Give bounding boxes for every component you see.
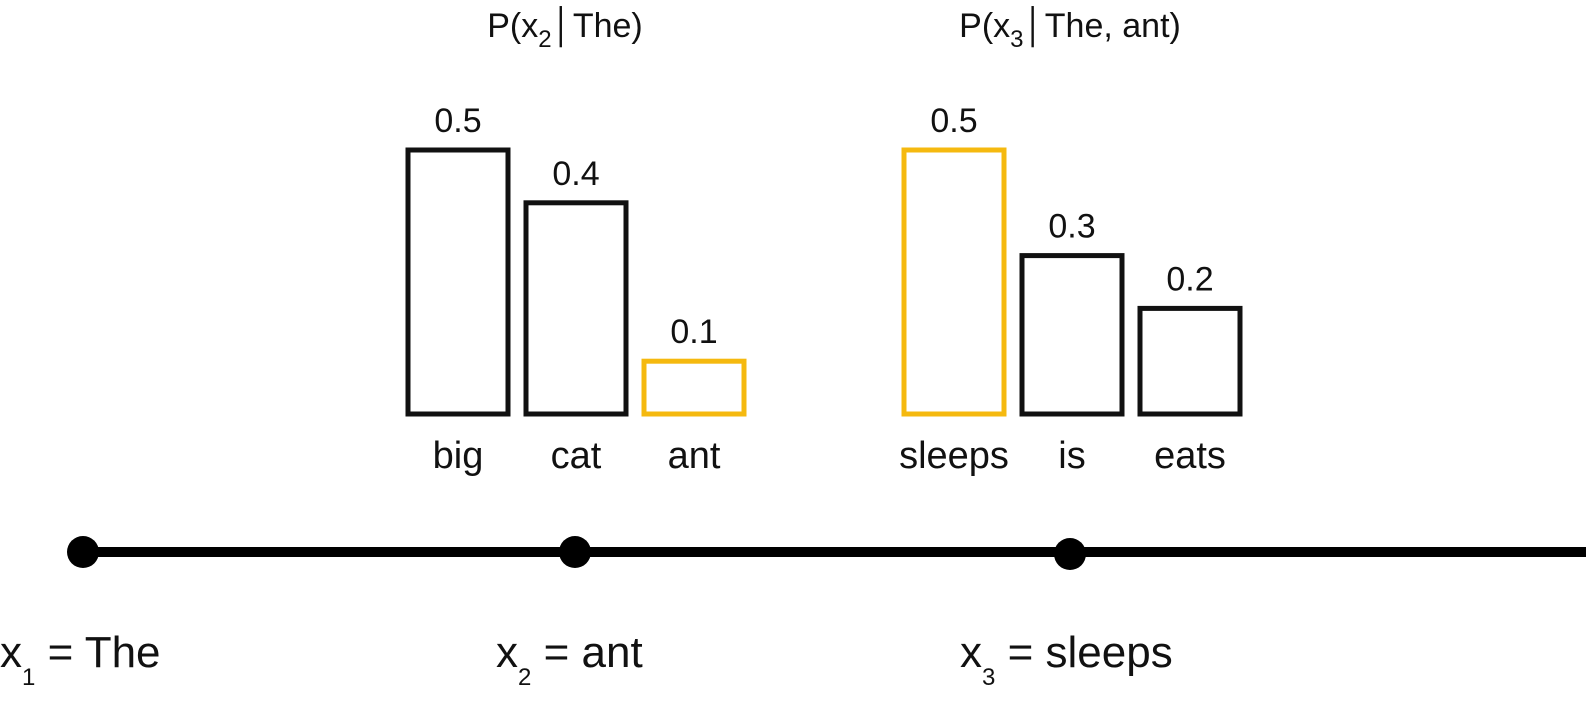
timeline-node-1 <box>67 536 99 568</box>
timeline-node-3 <box>1054 538 1086 570</box>
value-label-is: 0.3 <box>1048 208 1095 246</box>
value-label-cat: 0.4 <box>552 155 599 193</box>
bar-big <box>405 147 511 417</box>
category-label-cat: cat <box>551 435 602 477</box>
value-label-ant: 0.1 <box>670 313 717 351</box>
value-label-eats: 0.2 <box>1166 260 1213 298</box>
bar-sleeps <box>901 147 1007 417</box>
value-label-big: 0.5 <box>434 102 481 140</box>
token-label-x2: x2 = ant <box>496 628 643 691</box>
value-label-sleeps: 0.5 <box>930 102 977 140</box>
category-label-eats: eats <box>1154 435 1226 477</box>
timeline <box>67 536 1586 570</box>
bars-layer: 0.5 big 0.4 cat 0.1 ant 0.5 sleeps 0.3 is 0.2 eats <box>405 102 1243 477</box>
category-label-ant: ant <box>668 435 721 477</box>
category-label-is: is <box>1058 435 1085 477</box>
token-label-x1: x1 = The <box>0 628 161 691</box>
bar-ant <box>641 358 747 417</box>
timeline-node-2 <box>559 536 591 568</box>
category-label-sleeps: sleeps <box>899 435 1009 477</box>
bar-is <box>1019 253 1125 417</box>
chart-1-title: P(x2│The) <box>487 6 643 53</box>
bar-eats <box>1137 305 1243 417</box>
category-label-big: big <box>433 435 484 477</box>
chart-2-title: P(x3│The, ant) <box>959 6 1181 53</box>
bar-cat <box>523 200 629 417</box>
token-label-x3: x3 = sleeps <box>960 628 1173 691</box>
